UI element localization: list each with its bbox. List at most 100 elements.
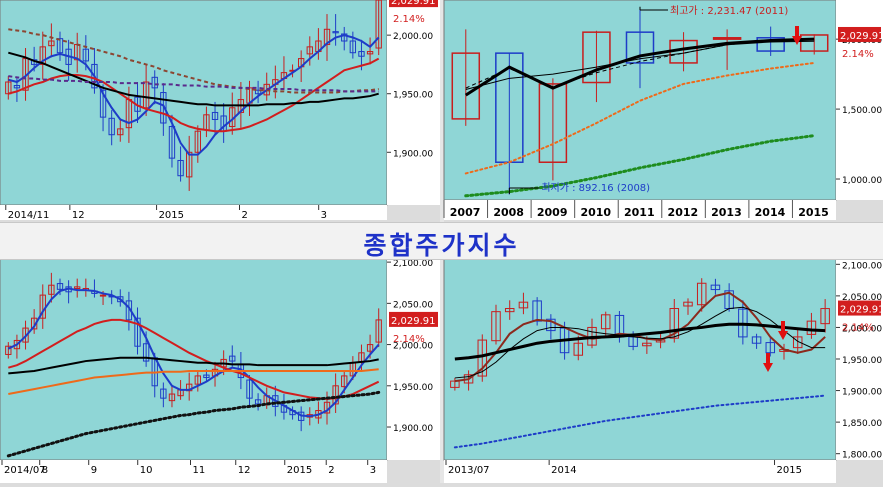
x-tick-label: 2013/07 — [448, 465, 490, 476]
candle-body — [546, 318, 556, 332]
candle-body — [712, 37, 742, 40]
y-tick-label: 1,950.00 — [393, 91, 433, 101]
candle-body — [582, 31, 611, 84]
candle-body — [211, 111, 219, 120]
candle-body — [625, 31, 655, 64]
candle-body — [56, 38, 64, 54]
ma-line-thin — [465, 40, 815, 90]
high-annotation: 최고가 : 2,231.47 (2011) — [670, 5, 788, 17]
x-tick-label: 2 — [328, 465, 334, 476]
candle-body — [186, 151, 193, 178]
candle-body — [203, 374, 210, 379]
last-value-label: 2,029.91 — [840, 305, 883, 316]
candle-body — [792, 336, 803, 349]
candle-body — [375, 319, 382, 343]
candle-body — [573, 342, 584, 356]
candle-body — [341, 375, 348, 388]
y-tick-label: 2,050.00 — [393, 300, 433, 310]
candle-body — [142, 81, 150, 109]
y-tick-label: 2,100.00 — [842, 261, 882, 271]
candle-body — [696, 282, 707, 306]
y-tick-label: 1,900.00 — [393, 149, 433, 159]
ma-line-240주 — [6, 390, 381, 458]
candle-body — [332, 385, 339, 405]
title-bar — [0, 222, 883, 260]
candle-body — [99, 89, 107, 118]
candle-body — [366, 51, 374, 55]
ma-line-240일 — [8, 75, 379, 93]
y-axis-area — [836, 258, 883, 460]
last-value-tag: 2,029.91 2.14% — [838, 26, 883, 60]
last-value-box — [389, 311, 438, 327]
candle-body — [477, 339, 488, 377]
y-tick-label: 1,900.00 — [393, 424, 433, 434]
candle-body — [74, 286, 81, 290]
candle-body — [48, 40, 55, 47]
last-value-box — [838, 300, 881, 316]
y-tick-label: 2,050.00 — [842, 293, 882, 303]
last-change-label: 2.14% — [842, 49, 874, 60]
candle-body — [254, 399, 262, 405]
candle-body — [168, 393, 176, 402]
candle-body — [600, 314, 611, 330]
y-tick-label: 1,900.00 — [842, 388, 882, 398]
last-change-label: 2.14% — [842, 323, 874, 334]
x-tick-label: 2015 — [798, 206, 829, 219]
candle-body — [5, 345, 12, 355]
candle-body — [710, 284, 721, 291]
candle-body — [56, 283, 64, 290]
x-tick-label: 9 — [91, 465, 97, 476]
candle-body — [642, 342, 652, 347]
candle-body — [820, 308, 830, 325]
x-tick-label: 2011 — [624, 206, 655, 219]
x-tick-label: 2014 — [755, 206, 786, 219]
y-axis-area — [387, 0, 440, 205]
x-tick-label: 2014/07 — [4, 465, 46, 476]
candle-body — [160, 388, 167, 399]
candle-body — [142, 343, 150, 362]
x-tick-label: 11 — [193, 465, 206, 476]
x-axis-area — [0, 460, 387, 483]
candle-body — [246, 379, 253, 399]
ma-line-5일 — [8, 34, 380, 156]
x-tick-label: 12 — [72, 210, 85, 221]
y-tick-label: 2,100.00 — [393, 259, 433, 269]
last-value-label: 2,029.91 — [391, 316, 436, 327]
panel-daily-recent: 1,900.00 1,950.00 2,000.00 2014/11 12 2015 2 3 2… — [0, 0, 440, 221]
x-tick-label: 2015 — [287, 465, 312, 476]
y-tick-label: 1,000.00 — [842, 176, 882, 186]
candle-body — [756, 37, 785, 52]
candle-body — [491, 311, 501, 342]
candle-body — [177, 159, 184, 177]
ma-line-5월 — [454, 291, 826, 383]
candle-body — [194, 130, 201, 153]
candle-body — [799, 34, 829, 52]
x-tick-label: 10 — [140, 465, 153, 476]
x-tick-label: 2012 — [668, 206, 699, 219]
y-tick-label: 1,850.00 — [842, 419, 882, 429]
last-value-label: 2,029.91 — [391, 0, 436, 7]
candle-body — [229, 355, 236, 362]
ma-line-60일 — [8, 51, 379, 107]
candle-body — [13, 85, 21, 89]
ma-line-120월 — [453, 394, 827, 449]
candle-body — [375, 0, 382, 49]
x-tick-label: 2015 — [159, 210, 184, 221]
candle-body — [117, 296, 124, 303]
candle-body — [99, 294, 107, 297]
signal-arrow — [792, 26, 802, 45]
candle-body — [349, 40, 357, 54]
x-tick-label: 2009 — [537, 206, 568, 219]
ma-line-green — [464, 134, 816, 198]
candle-body — [39, 46, 46, 65]
candle-body — [13, 339, 21, 350]
candle-body — [151, 76, 158, 89]
candle-body — [765, 342, 776, 354]
panel-monthly: 1,800.00 1,850.00 1,900.00 1,950.00 2,000.00… — [443, 257, 883, 483]
ma-line-20월 — [454, 322, 826, 361]
candle-body — [108, 117, 115, 136]
candle-body — [160, 92, 167, 124]
candle-body — [532, 300, 542, 322]
y-tick-label: 2,000.00 — [393, 342, 433, 352]
